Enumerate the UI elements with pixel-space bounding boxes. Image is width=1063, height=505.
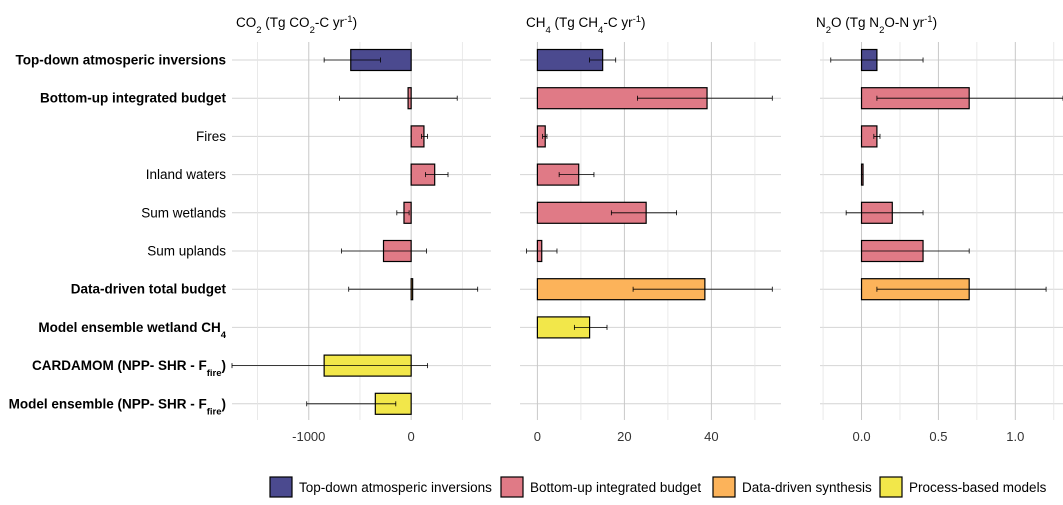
category-label: Model ensemble (NPP- SHR - Ffire) <box>9 396 226 417</box>
legend-swatch <box>712 476 736 498</box>
tick-label: 0.5 <box>929 429 947 444</box>
category-label: Model ensemble wetland CH4 <box>38 320 226 341</box>
panel-title: N2O (Tg N2O-N yr-1) <box>816 14 937 36</box>
category-label: Bottom-up integrated budget <box>40 91 226 106</box>
legend-label: Bottom-up integrated budget <box>530 480 701 495</box>
category-label: Fires <box>196 129 226 144</box>
legend-swatch <box>269 476 293 498</box>
legend-swatch <box>879 476 903 498</box>
panel-n2o: 0.0 0.5 1.0 N2O (Tg N2O-N yr-1) <box>816 14 1063 444</box>
tick-label: 1.0 <box>1006 429 1024 444</box>
tick-label: 20 <box>617 429 631 444</box>
tick-label: -1000 <box>292 429 325 444</box>
tick-label: 0 <box>534 429 541 444</box>
category-label: CARDAMOM (NPP- SHR - Ffire) <box>32 358 226 379</box>
category-label: Inland waters <box>146 167 227 182</box>
category-label: Sum wetlands <box>141 205 226 220</box>
legend-label: Top-down atmosperic inversions <box>299 480 492 495</box>
category-label: Top-down atmosperic inversions <box>15 53 226 68</box>
category-label: Sum uplands <box>147 244 226 259</box>
tick-label: 40 <box>704 429 718 444</box>
legend-label: Process-based models <box>909 480 1047 495</box>
legend: Top-down atmosperic inversions Bottom-up … <box>269 476 1047 498</box>
panel-title: CO2 (Tg CO2-C yr-1) <box>236 14 357 36</box>
panel-ch4: 0 20 40 CH4 (Tg CH4-C yr-1) <box>520 14 781 444</box>
panel-title: CH4 (Tg CH4-C yr-1) <box>526 14 646 36</box>
legend-swatch <box>500 476 524 498</box>
tick-label: 0.0 <box>852 429 870 444</box>
panel-co2: -1000 0 CO2 (Tg CO2-C yr-1) <box>231 14 491 444</box>
legend-label: Data-driven synthesis <box>742 480 872 495</box>
category-label: Data-driven total budget <box>71 282 227 297</box>
tick-label: 0 <box>408 429 415 444</box>
